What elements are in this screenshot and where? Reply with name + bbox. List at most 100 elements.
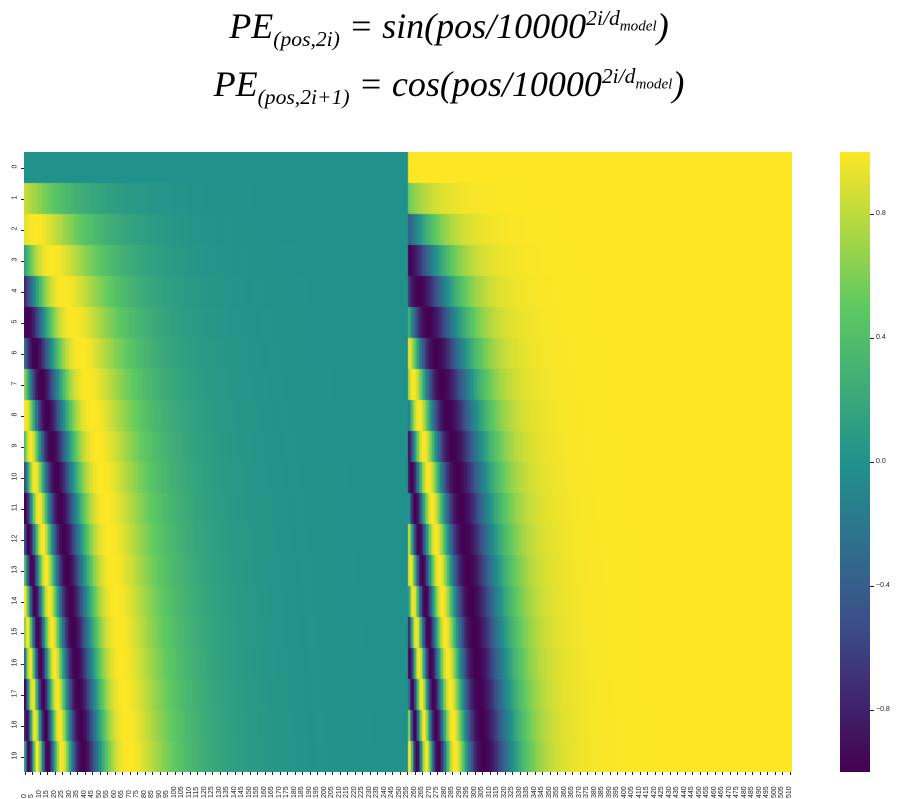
- x-tick-mark: [62, 772, 64, 775]
- x-tick-mark: [549, 772, 551, 775]
- y-tick-mark: [21, 694, 24, 696]
- y-tick-mark: [21, 322, 24, 324]
- colorbar-tick-mark: [870, 338, 874, 339]
- y-tick-mark: [21, 508, 24, 510]
- x-tick-label: 470: [725, 786, 733, 798]
- x-tick-label: 100: [170, 786, 178, 798]
- x-tick-mark: [722, 772, 724, 775]
- x-tick-mark: [339, 772, 341, 775]
- x-tick-mark: [309, 772, 311, 775]
- sin-formula-exp-sub: model: [619, 18, 657, 35]
- x-tick-label: 155: [253, 786, 261, 798]
- x-tick-label: 425: [658, 786, 666, 798]
- y-tick-label: 3: [11, 257, 19, 261]
- x-tick-mark: [557, 772, 559, 775]
- x-tick-label: 380: [590, 786, 598, 798]
- x-tick-mark: [564, 772, 566, 775]
- x-tick-label: 190: [305, 786, 313, 798]
- x-tick-mark: [437, 772, 439, 775]
- y-tick-mark: [21, 632, 24, 634]
- sin-formula-exp: 2i/d: [586, 6, 620, 30]
- x-tick-mark: [497, 772, 499, 775]
- x-tick-mark: [504, 772, 506, 775]
- x-tick-mark: [422, 772, 424, 775]
- y-tick-mark: [21, 446, 24, 448]
- x-tick-label: 0: [20, 794, 28, 798]
- x-tick-label: 510: [785, 786, 793, 798]
- cos-formula: PE(pos,2i+1) = cos(pos/100002i/dmodel): [0, 64, 898, 109]
- x-tick-label: 35: [73, 790, 81, 798]
- x-tick-label: 410: [635, 786, 643, 798]
- x-tick-mark: [354, 772, 356, 775]
- x-tick-mark: [384, 772, 386, 775]
- x-tick-label: 90: [155, 790, 163, 798]
- x-tick-mark: [467, 772, 469, 775]
- x-tick-label: 120: [200, 786, 208, 798]
- x-tick-mark: [369, 772, 371, 775]
- x-tick-mark: [459, 772, 461, 775]
- x-tick-label: 325: [508, 786, 516, 798]
- x-tick-label: 455: [703, 786, 711, 798]
- x-tick-mark: [729, 772, 731, 775]
- cos-formula-close: ): [672, 64, 685, 104]
- x-tick-mark: [579, 772, 581, 775]
- x-tick-label: 340: [530, 786, 538, 798]
- x-tick-label: 385: [598, 786, 606, 798]
- x-tick-mark: [272, 772, 274, 775]
- x-tick-label: 105: [178, 786, 186, 798]
- colorbar-tick-label: 0.8: [876, 210, 886, 217]
- x-tick-mark: [744, 772, 746, 775]
- x-tick-mark: [789, 772, 791, 775]
- x-tick-label: 130: [215, 786, 223, 798]
- x-tick-label: 330: [515, 786, 523, 798]
- x-tick-mark: [257, 772, 259, 775]
- colorbar-tick-mark: [870, 462, 874, 463]
- y-tick-mark: [21, 725, 24, 727]
- y-tick-label: 4: [11, 288, 19, 292]
- x-tick-mark: [144, 772, 146, 775]
- x-tick-label: 495: [763, 786, 771, 798]
- y-tick-label: 18: [11, 720, 19, 728]
- x-tick-label: 140: [230, 786, 238, 798]
- x-tick-mark: [159, 772, 161, 775]
- y-tick-mark: [21, 570, 24, 572]
- x-tick-label: 430: [665, 786, 673, 798]
- x-tick-label: 175: [283, 786, 291, 798]
- colorbar-tick-label: −0.8: [876, 706, 890, 713]
- x-tick-mark: [39, 772, 41, 775]
- x-tick-label: 285: [448, 786, 456, 798]
- x-tick-mark: [264, 772, 266, 775]
- x-tick-mark: [137, 772, 139, 775]
- colorbar-gradient: [840, 152, 870, 772]
- sin-formula-close: ): [656, 6, 669, 46]
- x-tick-mark: [167, 772, 169, 775]
- x-tick-label: 20: [50, 790, 58, 798]
- x-tick-mark: [92, 772, 94, 775]
- x-tick-label: 395: [613, 786, 621, 798]
- x-tick-mark: [129, 772, 131, 775]
- x-tick-label: 280: [440, 786, 448, 798]
- x-tick-label: 420: [650, 786, 658, 798]
- x-tick-mark: [609, 772, 611, 775]
- x-tick-mark: [482, 772, 484, 775]
- x-tick-mark: [587, 772, 589, 775]
- y-tick-label: 6: [11, 350, 19, 354]
- y-tick-mark: [21, 415, 24, 417]
- x-tick-mark: [692, 772, 694, 775]
- x-tick-mark: [572, 772, 574, 775]
- x-tick-label: 60: [110, 790, 118, 798]
- x-tick-mark: [444, 772, 446, 775]
- sin-formula-rhs: = sin(pos/10000: [348, 6, 587, 46]
- x-tick-mark: [317, 772, 319, 775]
- x-tick-mark: [662, 772, 664, 775]
- x-tick-label: 360: [560, 786, 568, 798]
- x-tick-label: 145: [238, 786, 246, 798]
- y-tick-label: 0: [11, 164, 19, 168]
- x-tick-mark: [107, 772, 109, 775]
- x-tick-label: 230: [365, 786, 373, 798]
- y-tick-label: 5: [11, 319, 19, 323]
- y-tick-label: 9: [11, 443, 19, 447]
- x-tick-mark: [617, 772, 619, 775]
- x-tick-label: 265: [418, 786, 426, 798]
- colorbar-tick-mark: [870, 214, 874, 215]
